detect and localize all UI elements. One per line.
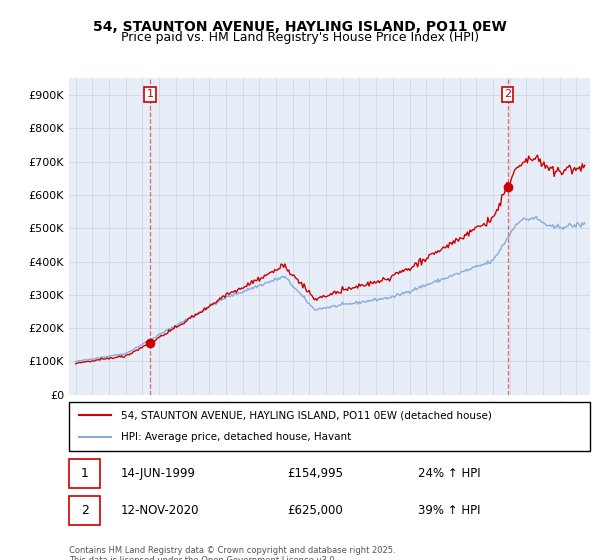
Text: £625,000: £625,000 [288, 503, 343, 517]
Text: HPI: Average price, detached house, Havant: HPI: Average price, detached house, Hava… [121, 432, 352, 442]
Text: 54, STAUNTON AVENUE, HAYLING ISLAND, PO11 0EW (detached house): 54, STAUNTON AVENUE, HAYLING ISLAND, PO1… [121, 410, 492, 421]
Text: 14-JUN-1999: 14-JUN-1999 [121, 467, 196, 480]
Bar [69, 459, 100, 488]
Text: 12-NOV-2020: 12-NOV-2020 [121, 503, 200, 517]
Bar [69, 496, 100, 525]
Text: £154,995: £154,995 [288, 467, 344, 480]
Text: Price paid vs. HM Land Registry's House Price Index (HPI): Price paid vs. HM Land Registry's House … [121, 31, 479, 44]
Text: 1: 1 [80, 467, 89, 480]
Text: 2: 2 [80, 503, 89, 517]
Text: Contains HM Land Registry data © Crown copyright and database right 2025.
This d: Contains HM Land Registry data © Crown c… [69, 546, 395, 560]
Text: 2: 2 [504, 90, 511, 100]
Text: 54, STAUNTON AVENUE, HAYLING ISLAND, PO11 0EW: 54, STAUNTON AVENUE, HAYLING ISLAND, PO1… [93, 20, 507, 34]
Text: 39% ↑ HPI: 39% ↑ HPI [418, 503, 481, 517]
Text: 24% ↑ HPI: 24% ↑ HPI [418, 467, 481, 480]
Text: 1: 1 [146, 90, 154, 100]
